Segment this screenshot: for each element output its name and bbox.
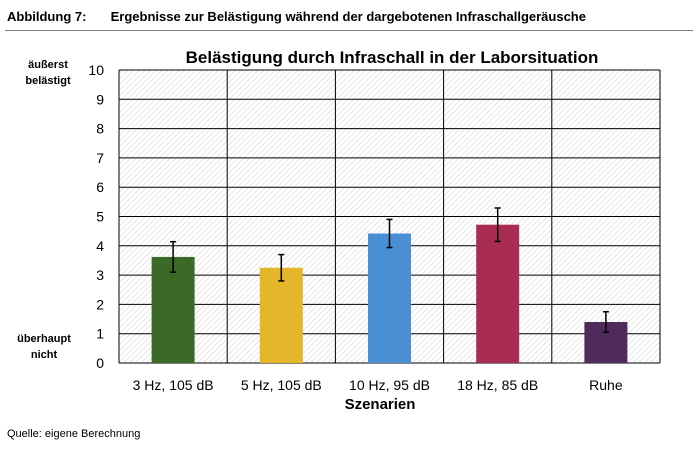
y-tick-label-9: 9	[96, 91, 104, 107]
error-bars	[170, 207, 609, 333]
x-tick-label-1: 5 Hz, 105 dB	[241, 377, 322, 393]
source-note: Quelle: eigene Berechnung	[7, 428, 141, 440]
x-tick-label-4: Ruhe	[589, 377, 623, 393]
y-tick-label-6: 6	[96, 179, 104, 195]
bars	[151, 224, 628, 363]
bar-1	[259, 267, 303, 363]
y-label-top-line-1: äußerst	[28, 59, 68, 71]
y-tick-label-5: 5	[96, 209, 104, 225]
y-tick-label-0: 0	[96, 355, 104, 371]
y-label-bottom-line-2: nicht	[31, 349, 58, 361]
bar-2	[368, 233, 411, 363]
y-tick-label-8: 8	[96, 121, 104, 137]
chart-title: Belästigung durch Infraschall in der Lab…	[186, 48, 599, 67]
y-tick-label-1: 1	[96, 326, 104, 342]
figure-caption-label: Abbildung 7:	[7, 9, 87, 24]
x-axis-title: Szenarien	[345, 396, 416, 413]
y-tick-label-3: 3	[96, 267, 104, 283]
y-label-bottom-line-1: überhaupt	[17, 333, 71, 345]
caption-divider	[5, 30, 693, 31]
y-axis-ticks: 0 1 2 3 4 5 6 7 8 9 10	[88, 62, 104, 371]
figure-caption-text: Ergebnisse zur Belästigung während der d…	[110, 9, 586, 24]
x-tick-label-2: 10 Hz, 95 dB	[349, 377, 430, 393]
y-label-top-line-2: belästigt	[25, 75, 71, 87]
x-axis-ticks: 3 Hz, 105 dB 5 Hz, 105 dB 10 Hz, 95 dB 18 H…	[133, 377, 623, 393]
bar-0	[151, 256, 195, 363]
bar-3	[476, 224, 520, 363]
x-tick-label-3: 18 Hz, 85 dB	[457, 377, 538, 393]
y-tick-label-10: 10	[88, 62, 104, 78]
y-tick-label-2: 2	[96, 296, 104, 312]
y-tick-label-7: 7	[96, 150, 104, 166]
figure-caption: Abbildung 7: Ergebnisse zur Belästigung …	[7, 9, 586, 24]
x-tick-label-0: 3 Hz, 105 dB	[133, 377, 214, 393]
y-tick-label-4: 4	[96, 238, 104, 254]
